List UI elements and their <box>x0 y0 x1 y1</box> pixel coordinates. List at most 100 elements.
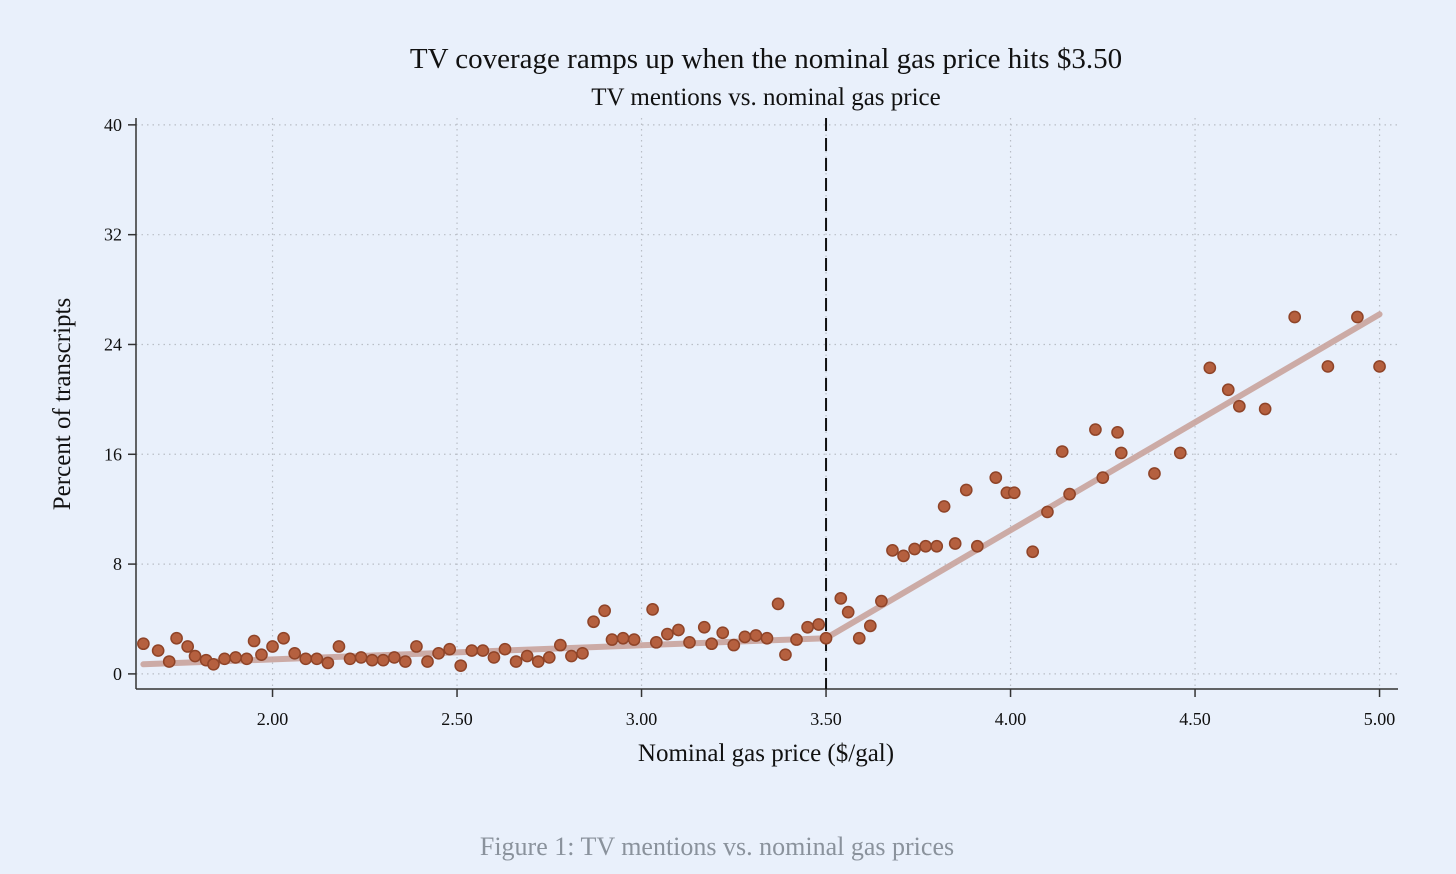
scatter-point <box>1321 360 1335 373</box>
scatter-point <box>288 646 302 660</box>
scatter-point <box>672 623 685 637</box>
scatter-point <box>697 620 711 634</box>
scatter-point <box>1007 486 1021 500</box>
scatter-point <box>1096 471 1110 484</box>
scatter-point <box>649 635 663 649</box>
scatter-point <box>760 631 774 645</box>
scatter-point <box>1063 487 1076 501</box>
scatter-point <box>410 640 423 653</box>
scatter-point <box>801 620 814 634</box>
scatter-point <box>565 649 578 663</box>
scatter-point <box>240 652 254 666</box>
scatter-point <box>354 651 368 664</box>
scatter-point <box>661 627 674 641</box>
scatter-point <box>387 651 401 664</box>
y-tick-label: 24 <box>104 334 122 354</box>
scatter-point <box>542 651 556 664</box>
scatter-point <box>207 657 220 671</box>
scatter-point <box>812 618 826 631</box>
scatter-point <box>162 655 176 668</box>
scatter-point <box>487 651 501 664</box>
scatter-point <box>646 603 659 616</box>
scatter-point <box>1221 383 1235 397</box>
scatter-point <box>771 597 785 611</box>
scatter-point <box>277 631 290 645</box>
scatter-point <box>749 629 763 642</box>
scatter-point <box>137 637 150 651</box>
chart-subtitle: TV mentions vs. nominal gas price <box>591 84 941 111</box>
scatter-point <box>1111 425 1124 439</box>
scatter-point <box>834 592 848 605</box>
scatter-point <box>343 652 357 666</box>
x-tick-label: 2.00 <box>257 709 289 729</box>
scatter-point <box>852 631 866 645</box>
scatter-point <box>1089 423 1102 436</box>
scatter-point <box>875 594 888 608</box>
scatter-point <box>886 544 899 557</box>
x-tick-label: 5.00 <box>1364 709 1396 729</box>
scatter-point <box>819 631 833 645</box>
scatter-point <box>218 652 231 666</box>
scatter-point <box>989 471 1003 484</box>
scatter-point <box>247 634 261 648</box>
scatter-point <box>863 619 877 633</box>
scatter-point <box>554 638 567 652</box>
scatter-points <box>137 310 1386 673</box>
scatter-point <box>779 648 792 662</box>
scatter-point <box>1203 361 1217 375</box>
scatter-point <box>1288 310 1302 324</box>
scatter-point <box>930 539 944 553</box>
axes <box>128 118 1398 697</box>
y-tick-label: 8 <box>113 554 122 574</box>
y-tick-label: 32 <box>104 225 122 245</box>
scatter-point <box>181 640 195 653</box>
scatter-point <box>151 644 165 657</box>
scatter-point <box>321 656 335 670</box>
scatter-point <box>454 659 468 673</box>
scatter-point <box>432 646 445 660</box>
scatter-point <box>1232 399 1246 413</box>
y-axis-label: Percent of transcripts <box>49 298 76 510</box>
scatter-point <box>509 655 523 668</box>
scatter-point <box>598 604 611 618</box>
scatter-point <box>970 539 984 553</box>
scatter-point <box>229 651 242 664</box>
x-tick-label: 3.50 <box>810 709 842 729</box>
scatter-point <box>1055 445 1069 458</box>
scatter-point <box>908 542 921 556</box>
scatter-point <box>587 615 600 629</box>
scatter-point <box>443 642 457 656</box>
scatter-point <box>1258 402 1272 416</box>
figure-caption: Figure 1: TV mentions vs. nominal gas pr… <box>480 832 954 861</box>
scatter-point <box>605 633 619 646</box>
grid <box>136 118 1398 689</box>
scatter-point <box>727 638 741 652</box>
scatter-point <box>1041 505 1054 519</box>
scatter-point <box>937 500 951 513</box>
scatter-point <box>738 630 752 644</box>
fit-lines <box>140 311 1383 668</box>
scatter-point <box>1173 446 1187 460</box>
scatter-point <box>255 648 268 662</box>
x-tick-label: 3.00 <box>626 709 658 729</box>
scatter-point <box>421 655 434 668</box>
scatter-point <box>1351 310 1364 324</box>
scatter-point <box>498 642 512 656</box>
scatter-point <box>1373 360 1386 373</box>
y-tick-label: 40 <box>104 115 122 135</box>
scatter-point <box>170 631 183 645</box>
y-tick-label: 16 <box>104 444 122 464</box>
scatter-point <box>399 655 412 668</box>
x-tick-label: 2.50 <box>441 709 473 729</box>
scatter-point <box>365 653 379 667</box>
scatter-point <box>476 644 490 657</box>
tick-labels: 0 8 16 24 32 40 2.00 2.50 3.00 3.50 4.00 4.50 5.00 <box>104 115 1395 729</box>
scatter-point <box>1148 467 1161 480</box>
scatter-point <box>841 605 855 619</box>
scatter-point <box>959 483 973 497</box>
scatter-point <box>310 652 324 666</box>
scatter-point <box>716 626 730 640</box>
scatter-point <box>948 537 962 550</box>
